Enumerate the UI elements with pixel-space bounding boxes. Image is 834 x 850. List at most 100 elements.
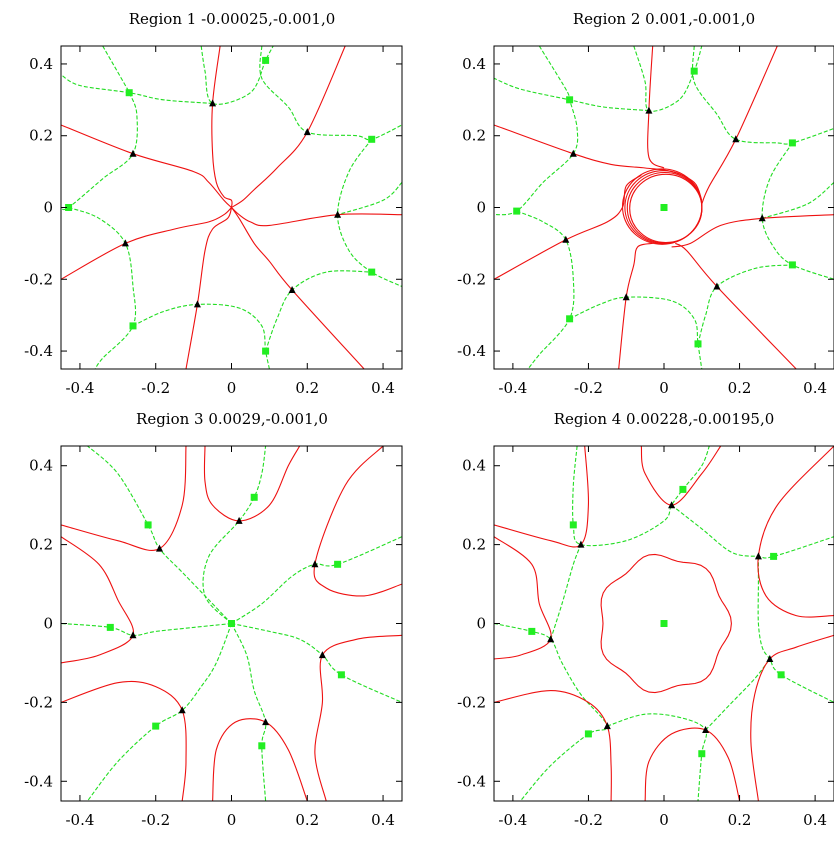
green-square-point	[513, 207, 521, 215]
red-curve	[494, 536, 552, 660]
red-curve	[185, 207, 233, 369]
panel-region-1: Region 1 -0.00025,-0.001,0 -0.4 -0.2 0 0.2 0.…	[24, 10, 403, 397]
green-dashed-curve	[61, 622, 232, 636]
panel-title: Region 3 0.0029,-0.001,0	[136, 410, 328, 428]
green-square-point	[569, 521, 577, 529]
black-triangle-point	[318, 651, 326, 659]
green-square-point	[566, 315, 574, 323]
green-dashed-curve	[61, 46, 138, 211]
green-square-point	[660, 620, 668, 627]
green-square-point	[368, 268, 376, 276]
red-curve	[61, 446, 187, 551]
green-dashed-curve	[231, 622, 402, 703]
x-tick-label: -0.2	[574, 811, 603, 829]
y-tick-label: 0.4	[29, 457, 53, 475]
red-curve	[618, 242, 653, 369]
red-curve	[203, 446, 301, 522]
red-curve	[757, 446, 834, 618]
y-tick-label: 0.4	[462, 55, 486, 73]
black-triangle-point	[754, 552, 762, 560]
green-dashed-curve	[202, 446, 267, 624]
black-triangle-point	[334, 210, 342, 218]
x-tick-label: -0.4	[65, 379, 94, 397]
red-curve	[231, 46, 346, 208]
red-curve	[313, 446, 402, 597]
y-tick-label: -0.2	[24, 270, 53, 288]
black-triangle-point	[129, 631, 137, 639]
x-tick-label: -0.2	[574, 379, 603, 397]
green-dashed-curve	[705, 658, 771, 731]
x-tick-label: 0	[659, 379, 669, 397]
green-dashed-curve	[516, 210, 575, 369]
green-square-point	[144, 521, 152, 529]
red-curve	[671, 214, 834, 248]
black-triangle-point	[311, 560, 319, 568]
y-tick-label: 0	[43, 615, 53, 633]
black-triangle-point	[193, 300, 201, 308]
x-tick-label: 0.4	[371, 379, 395, 397]
green-dashed-curve	[697, 264, 793, 345]
y-tick-label: -0.4	[457, 342, 486, 360]
y-tick-label: 0	[476, 199, 486, 217]
red-curve	[494, 124, 703, 201]
x-tick-label: 0.2	[295, 811, 319, 829]
x-tick-label: 0.2	[728, 811, 752, 829]
black-triangle-point	[668, 501, 676, 509]
green-square-point	[690, 67, 698, 75]
red-curve	[701, 46, 778, 205]
green-square-point	[250, 493, 258, 501]
panel-title: Region 2 0.001,-0.001,0	[573, 10, 755, 28]
plot-area	[61, 46, 402, 369]
green-square-point	[262, 347, 270, 355]
green-dashed-curve	[231, 623, 267, 801]
red-curve	[212, 718, 308, 801]
green-square-point	[788, 261, 796, 269]
y-tick-label: -0.4	[24, 342, 53, 360]
green-dashed-curve	[691, 46, 834, 145]
red-curve	[644, 727, 741, 801]
green-square-point	[584, 730, 592, 738]
black-triangle-point	[577, 540, 585, 548]
black-triangle-point	[702, 726, 710, 733]
black-triangle-point	[209, 99, 217, 107]
green-dashed-curve	[87, 623, 233, 801]
x-tick-label: 0	[227, 811, 237, 829]
black-triangle-point	[178, 706, 186, 714]
red-curve	[640, 446, 722, 506]
black-triangle-point	[288, 286, 296, 293]
y-tick-label: 0.4	[29, 55, 53, 73]
y-tick-label: -0.2	[457, 693, 486, 711]
black-triangle-point	[569, 149, 577, 157]
black-triangle-point	[732, 135, 740, 143]
green-dashed-curve	[200, 46, 274, 105]
green-dashed-curve	[231, 536, 402, 624]
green-square-point	[788, 139, 796, 147]
green-square-point	[679, 485, 687, 493]
red-curve	[231, 207, 365, 369]
green-square-point	[698, 750, 706, 758]
green-square-point	[65, 204, 73, 211]
x-tick-label: 0.2	[728, 379, 752, 397]
y-tick-label: 0.2	[29, 127, 53, 145]
green-dashed-curve	[265, 270, 372, 352]
green-dashed-curve	[68, 206, 137, 369]
plot-area	[61, 446, 402, 801]
red-loop	[600, 553, 732, 694]
x-tick-label: 0.4	[371, 811, 395, 829]
green-dashed-curve	[494, 622, 608, 801]
green-square-point	[660, 204, 668, 211]
plot-area	[494, 46, 834, 369]
y-tick-label: 0.2	[29, 536, 53, 554]
red-curve	[675, 242, 797, 369]
red-curve	[211, 46, 233, 208]
red-curve	[61, 536, 135, 664]
x-tick-label: 0.4	[803, 379, 827, 397]
green-dashed-curve	[671, 504, 834, 559]
black-triangle-point	[129, 149, 137, 157]
x-tick-label: -0.4	[498, 811, 527, 829]
y-tick-label: -0.4	[457, 772, 486, 790]
black-triangle-point	[645, 106, 653, 114]
panel-title: Region 1 -0.00025,-0.001,0	[129, 10, 336, 28]
green-dashed-curve	[762, 181, 834, 219]
